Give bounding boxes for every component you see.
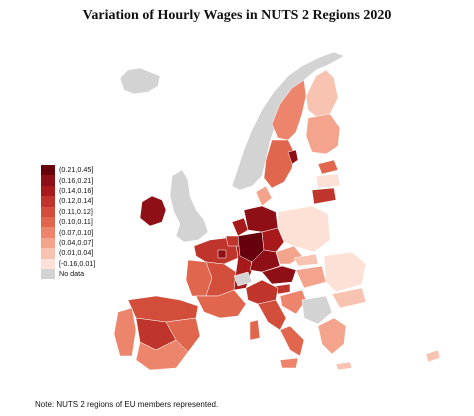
region-paris xyxy=(217,249,227,259)
region-netherlands xyxy=(231,217,249,237)
region-france-south xyxy=(195,289,247,319)
region-denmark xyxy=(255,185,273,207)
region-austria xyxy=(261,265,297,285)
region-stockholm xyxy=(287,149,299,165)
region-estonia xyxy=(317,159,339,175)
legend-label: No data xyxy=(59,269,85,279)
region-switzerland xyxy=(233,271,253,287)
region-romania xyxy=(323,251,367,293)
legend-item: (0.21,0.45] xyxy=(41,165,95,176)
region-sweden-south xyxy=(263,139,295,189)
legend-item: [-0.16,0.01] xyxy=(41,258,96,269)
legend-item: (0.11,0.12] xyxy=(41,206,95,217)
region-spain-east xyxy=(165,317,201,353)
region-cyprus xyxy=(425,349,441,363)
region-sweden-north xyxy=(271,79,307,141)
legend-swatch xyxy=(41,258,55,269)
legend-label: (0.10,0.11] xyxy=(59,217,93,227)
region-germany-east xyxy=(261,227,285,253)
region-poland xyxy=(277,205,331,253)
region-croatia xyxy=(279,289,307,315)
legend-swatch xyxy=(41,206,55,217)
legend-label: (0.11,0.12] xyxy=(59,206,93,216)
region-finland-south xyxy=(305,113,341,155)
region-balkans xyxy=(301,295,333,325)
legend-label: (0.14,0.16] xyxy=(59,185,94,195)
legend-item: (0.07,0.10] xyxy=(41,227,95,238)
legend-swatch xyxy=(41,227,55,238)
legend-swatch xyxy=(41,175,55,186)
legend-label: [-0.16,0.01] xyxy=(59,258,96,268)
legend-swatch xyxy=(41,268,55,280)
legend-item: (0.04,0.07] xyxy=(41,237,95,249)
legend-item: (0.01,0.04] xyxy=(41,248,95,259)
legend-item: (0.12,0.14] xyxy=(41,196,95,207)
legend-item: (0.14,0.16] xyxy=(41,185,95,197)
region-italy-south xyxy=(279,325,305,357)
region-greece xyxy=(317,317,347,355)
region-italy-center xyxy=(257,299,287,331)
legend-swatch xyxy=(41,185,55,197)
legend-swatch xyxy=(41,165,55,176)
legend-item: (0.16,0.21] xyxy=(41,175,95,186)
legend-label: (0.16,0.21] xyxy=(59,175,94,185)
region-finland-north xyxy=(305,69,339,119)
legend-label: (0.21,0.45] xyxy=(59,165,94,175)
region-hungary xyxy=(295,265,327,289)
region-sicily xyxy=(279,357,299,369)
footnote: Note: NUTS 2 regions of EU members repre… xyxy=(35,400,219,409)
region-uk xyxy=(169,169,209,243)
region-spain-south xyxy=(135,339,189,371)
region-ireland xyxy=(139,195,167,227)
map-title: Variation of Hourly Wages in NUTS 2 Regi… xyxy=(82,8,392,23)
region-iceland xyxy=(119,67,161,95)
region-bulgaria xyxy=(331,287,367,309)
region-sardinia xyxy=(249,319,261,341)
region-portugal xyxy=(113,307,137,357)
region-lithuania xyxy=(311,187,337,205)
map-legend: (0.21,0.45] (0.16,0.21] (0.14,0.16] (0.1… xyxy=(41,165,96,280)
legend-label: (0.07,0.10] xyxy=(59,227,94,237)
legend-item: No data xyxy=(41,268,95,280)
legend-label: (0.12,0.14] xyxy=(59,196,94,206)
region-slovakia xyxy=(293,253,319,267)
region-norway xyxy=(231,51,345,191)
legend-label: (0.04,0.07] xyxy=(59,237,94,247)
region-germany-north xyxy=(243,205,279,233)
region-crete xyxy=(335,361,353,371)
legend-swatch xyxy=(41,237,55,249)
legend-swatch xyxy=(41,196,55,207)
region-latvia xyxy=(315,173,341,189)
legend-label: (0.01,0.04] xyxy=(59,248,94,258)
legend-swatch xyxy=(41,248,55,259)
region-germany-south xyxy=(249,249,281,273)
region-slovenia xyxy=(275,283,291,295)
legend-item: (0.10,0.11] xyxy=(41,216,95,228)
legend-swatch xyxy=(41,216,55,228)
